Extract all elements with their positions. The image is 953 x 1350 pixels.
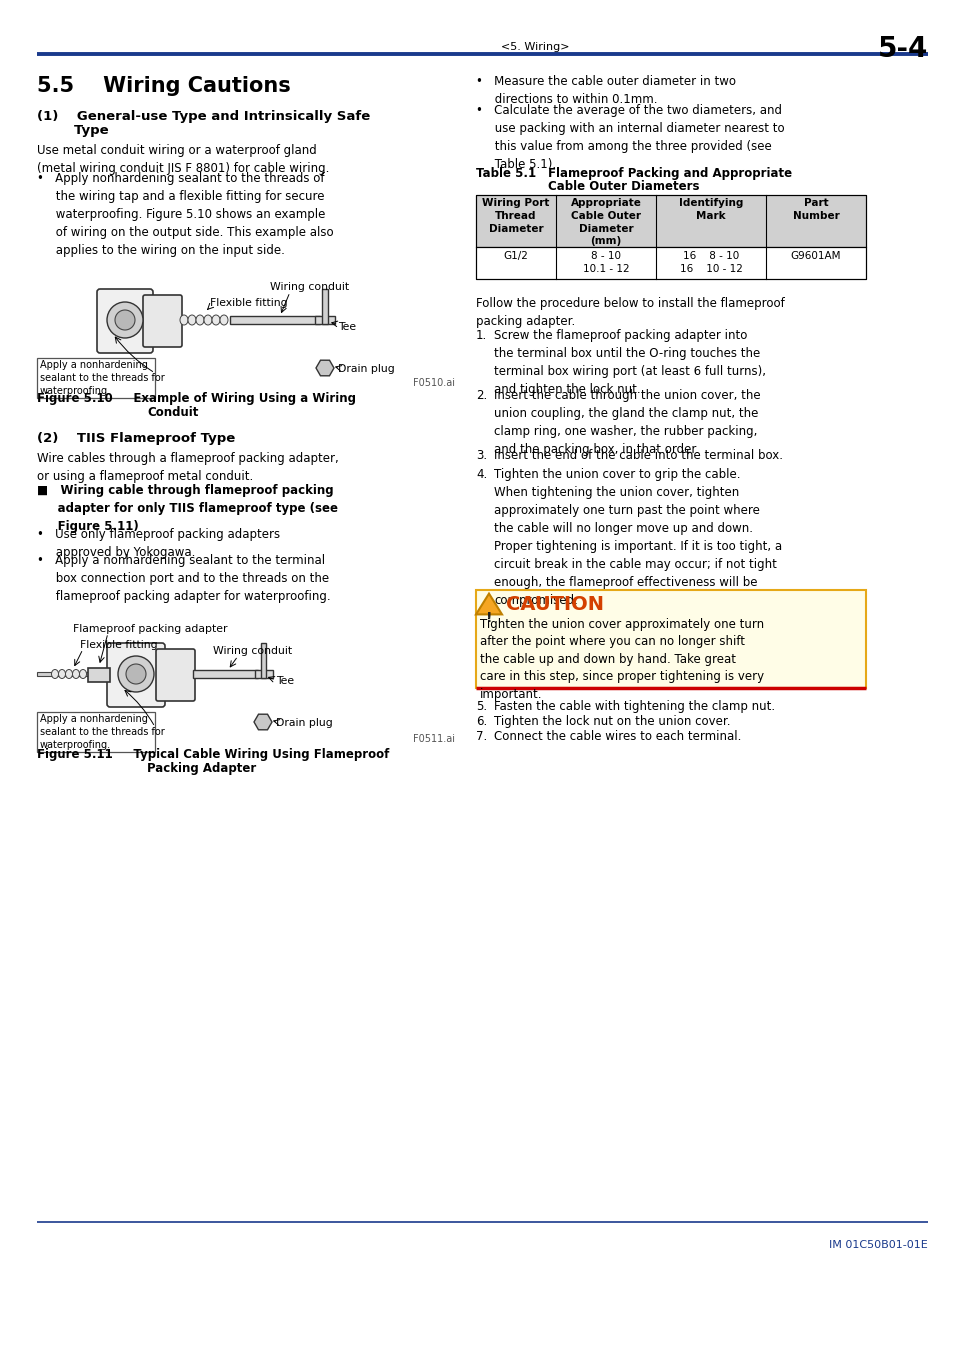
FancyBboxPatch shape [143, 296, 182, 347]
Text: Flexible fitting: Flexible fitting [210, 298, 287, 308]
Polygon shape [476, 594, 501, 614]
Text: (1)    General-use Type and Intrinsically Safe: (1) General-use Type and Intrinsically S… [37, 109, 370, 123]
Ellipse shape [195, 315, 204, 325]
Circle shape [126, 664, 146, 684]
Text: Follow the procedure below to install the flameproof
packing adapter.: Follow the procedure below to install th… [476, 297, 784, 328]
Text: 4.: 4. [476, 468, 487, 481]
Text: 6.: 6. [476, 714, 487, 728]
Text: Screw the flameproof packing adapter into
the terminal box until the O-ring touc: Screw the flameproof packing adapter int… [494, 329, 765, 396]
Circle shape [115, 310, 135, 329]
Text: Apply a nonhardening
sealant to the threads for
waterproofing.: Apply a nonhardening sealant to the thre… [40, 714, 165, 751]
Bar [476, 590, 865, 687]
Bar [322, 289, 328, 324]
Text: Flameproof packing adapter: Flameproof packing adapter [73, 624, 227, 634]
Circle shape [118, 656, 153, 693]
Text: Figure 5.10     Example of Wiring Using a Wiring: Figure 5.10 Example of Wiring Using a Wi… [37, 392, 355, 405]
Text: Tighten the union cover approximately one turn
after the point where you can no : Tighten the union cover approximately on… [479, 617, 763, 701]
Ellipse shape [72, 670, 79, 679]
Text: •   Calculate the average of the two diameters, and
     use packing with an int: • Calculate the average of the two diame… [476, 104, 783, 171]
Text: Tighten the union cover to grip the cable.
When tightening the union cover, tigh: Tighten the union cover to grip the cabl… [494, 468, 781, 608]
Text: ■   Wiring cable through flameproof packing
     adapter for only TIIS flameproo: ■ Wiring cable through flameproof packin… [37, 485, 337, 533]
Ellipse shape [204, 315, 212, 325]
Text: •   Apply a nonhardening sealant to the terminal
     box connection port and to: • Apply a nonhardening sealant to the te… [37, 554, 331, 603]
Text: <5. Wiring>: <5. Wiring> [501, 42, 569, 53]
Ellipse shape [66, 670, 72, 679]
Text: 5.: 5. [476, 699, 487, 713]
Text: Tee: Tee [275, 676, 294, 686]
Text: Use metal conduit wiring or a waterproof gland
(metal wiring conduit JIS F 8801): Use metal conduit wiring or a waterproof… [37, 144, 329, 176]
Text: Wiring conduit: Wiring conduit [213, 647, 292, 656]
Ellipse shape [212, 315, 220, 325]
Text: 3.: 3. [476, 450, 487, 463]
Bar [314, 316, 335, 324]
Text: Tee: Tee [337, 323, 355, 332]
Text: Tighten the lock nut on the union cover.: Tighten the lock nut on the union cover. [494, 714, 730, 728]
FancyBboxPatch shape [37, 358, 154, 398]
Bar [254, 670, 273, 678]
Text: Appropriate
Cable Outer
Diameter
(mm): Appropriate Cable Outer Diameter (mm) [570, 198, 640, 247]
Text: IM 01C50B01-01E: IM 01C50B01-01E [828, 1241, 927, 1250]
FancyBboxPatch shape [97, 289, 152, 352]
Text: Wire cables through a flameproof packing adapter,
or using a flameproof metal co: Wire cables through a flameproof packing… [37, 452, 338, 483]
Text: !: ! [485, 610, 492, 625]
Text: Table 5.1: Table 5.1 [476, 167, 536, 180]
Text: •   Apply nonhardening sealant to the threads of
     the wiring tap and a flexi: • Apply nonhardening sealant to the thre… [37, 171, 334, 256]
Ellipse shape [220, 315, 228, 325]
Circle shape [107, 302, 143, 338]
Text: 2.: 2. [476, 389, 487, 402]
Text: 8 - 10
10.1 - 12: 8 - 10 10.1 - 12 [582, 251, 629, 274]
FancyBboxPatch shape [156, 649, 194, 701]
Text: Drain plug: Drain plug [337, 364, 395, 374]
Text: CAUTION: CAUTION [505, 594, 603, 614]
Bar [37, 672, 90, 676]
Text: Type: Type [37, 124, 109, 136]
Text: Insert the cable through the union cover, the
union coupling, the gland the clam: Insert the cable through the union cover… [494, 389, 760, 456]
Ellipse shape [51, 670, 58, 679]
Text: Packing Adapter: Packing Adapter [147, 761, 256, 775]
Text: Identifying
Mark: Identifying Mark [679, 198, 742, 221]
Text: Flameproof Packing and Appropriate: Flameproof Packing and Appropriate [547, 167, 791, 180]
Text: Insert the end of the cable into the terminal box.: Insert the end of the cable into the ter… [494, 450, 782, 463]
Ellipse shape [79, 670, 87, 679]
Text: 16    8 - 10
16    10 - 12: 16 8 - 10 16 10 - 12 [679, 251, 741, 274]
Text: •   Measure the cable outer diameter in two
     directions to within 0.1mm.: • Measure the cable outer diameter in tw… [476, 76, 735, 107]
Text: Connect the cable wires to each terminal.: Connect the cable wires to each terminal… [494, 729, 740, 742]
Text: Flexible fitting: Flexible fitting [80, 640, 157, 649]
Text: F0510.ai: F0510.ai [413, 378, 455, 387]
Text: Wiring Port
Thread
Diameter: Wiring Port Thread Diameter [482, 198, 549, 234]
Bar [230, 316, 319, 324]
Text: F0511.ai: F0511.ai [413, 734, 455, 744]
Text: Apply a nonhardening
sealant to the threads for
waterproofing.: Apply a nonhardening sealant to the thre… [40, 360, 165, 397]
Text: 5.5    Wiring Cautions: 5.5 Wiring Cautions [37, 76, 291, 96]
Text: Figure 5.11     Typical Cable Wiring Using Flameproof: Figure 5.11 Typical Cable Wiring Using F… [37, 748, 389, 761]
Ellipse shape [58, 670, 66, 679]
Text: Wiring conduit: Wiring conduit [270, 282, 349, 292]
Text: 7.: 7. [476, 729, 487, 742]
Bar [261, 643, 266, 678]
Text: Part
Number: Part Number [792, 198, 839, 221]
Text: G1/2: G1/2 [503, 251, 528, 261]
FancyBboxPatch shape [107, 643, 165, 707]
Text: (2)    TIIS Flameproof Type: (2) TIIS Flameproof Type [37, 432, 235, 446]
FancyBboxPatch shape [37, 711, 154, 752]
Text: 5-4: 5-4 [877, 35, 927, 63]
FancyBboxPatch shape [88, 668, 110, 682]
Text: Cable Outer Diameters: Cable Outer Diameters [547, 180, 699, 193]
Bar [476, 247, 865, 279]
Text: Drain plug: Drain plug [275, 718, 333, 728]
Bar [476, 194, 865, 279]
Bar [193, 670, 257, 678]
Ellipse shape [180, 315, 188, 325]
Text: 1.: 1. [476, 329, 487, 342]
Ellipse shape [188, 315, 195, 325]
Text: Fasten the cable with tightening the clamp nut.: Fasten the cable with tightening the cla… [494, 699, 774, 713]
Text: G9601AM: G9601AM [790, 251, 841, 261]
Text: Conduit: Conduit [147, 406, 198, 418]
Text: •   Use only flameproof packing adapters
     approved by Yokogawa.: • Use only flameproof packing adapters a… [37, 528, 280, 559]
Bar [476, 194, 865, 247]
